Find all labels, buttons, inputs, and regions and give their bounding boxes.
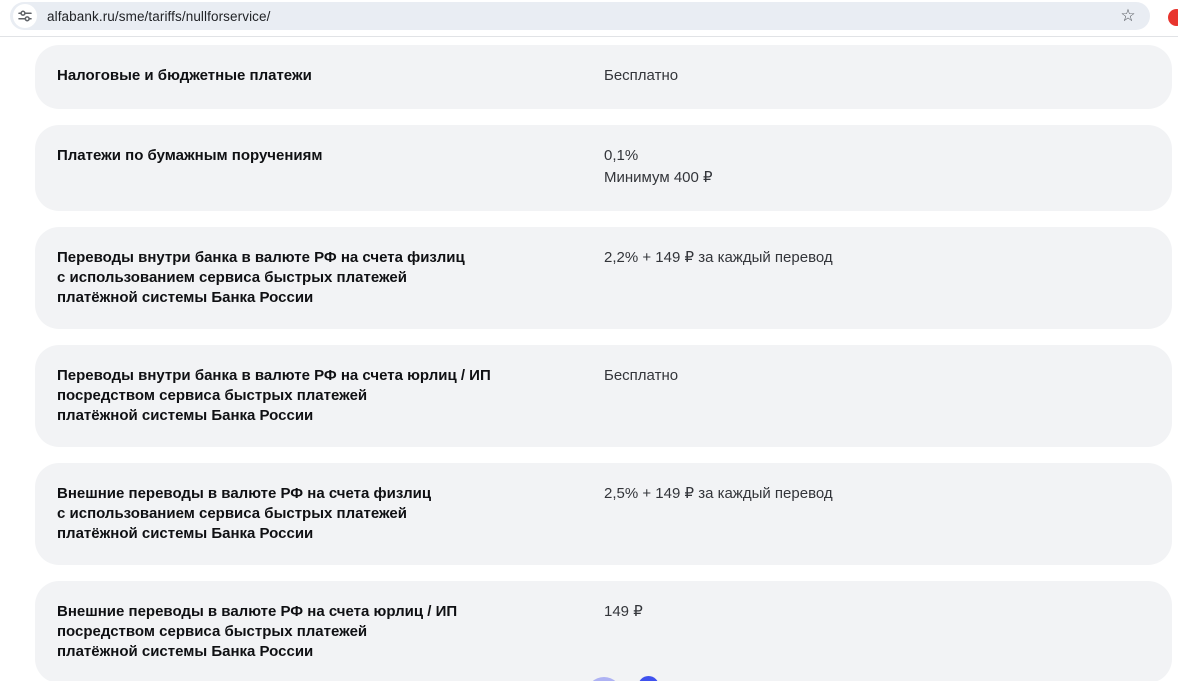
tariff-card: Внешние переводы в валюте РФ на счета юр… [35, 580, 1172, 681]
tariff-price: 0,1% Минимум 400 ₽ [604, 146, 713, 187]
bookmark-button[interactable]: ☆ [1116, 4, 1140, 28]
tariff-price: Бесплатно [604, 366, 679, 384]
tariff-price: 149 ₽ [604, 602, 643, 620]
site-settings-button[interactable] [13, 4, 37, 28]
tariff-title: Платежи по бумажным поручениям [57, 146, 323, 164]
tariff-card: Платежи по бумажным поручениям 0,1% Мини… [35, 124, 1172, 211]
tariff-card: Переводы внутри банка в валюте РФ на сче… [35, 344, 1172, 447]
page-content: Налоговые и бюджетные платежи Бесплатно … [0, 38, 1178, 681]
floating-widget-chat-button[interactable] [638, 676, 659, 681]
tariff-title: Внешние переводы в валюте РФ на счета фи… [57, 484, 432, 542]
tariff-title: Переводы внутри банка в валюте РФ на сче… [57, 248, 465, 306]
tariff-price: 2,5% + 149 ₽ за каждый перевод [604, 484, 833, 502]
tariff-card: Переводы внутри банка в валюте РФ на сче… [35, 226, 1172, 329]
tune-icon [18, 9, 32, 23]
tariff-title: Налоговые и бюджетные платежи [57, 67, 312, 84]
url-text: alfabank.ru/sme/tariffs/nullforservice/ [47, 8, 271, 24]
tariff-price: 2,2% + 149 ₽ за каждый перевод [604, 248, 833, 266]
tariff-card: Налоговые и бюджетные платежи Бесплатно [35, 45, 1172, 109]
tariff-title: Переводы внутри банка в валюте РФ на сче… [57, 366, 491, 424]
profile-avatar[interactable] [1168, 9, 1178, 26]
star-icon: ☆ [1120, 6, 1136, 25]
tariff-title: Внешние переводы в валюте РФ на счета юр… [57, 602, 458, 660]
browser-toolbar: alfabank.ru/sme/tariffs/nullforservice/ … [0, 0, 1178, 37]
url-bar[interactable]: alfabank.ru/sme/tariffs/nullforservice/ … [10, 2, 1150, 30]
tariff-list: Налоговые и бюджетные платежи Бесплатно … [0, 38, 1178, 681]
tariff-card: Внешние переводы в валюте РФ на счета фи… [35, 462, 1172, 565]
tariff-price: Бесплатно [604, 67, 679, 84]
floating-widget-secondary-circle[interactable] [586, 677, 622, 681]
